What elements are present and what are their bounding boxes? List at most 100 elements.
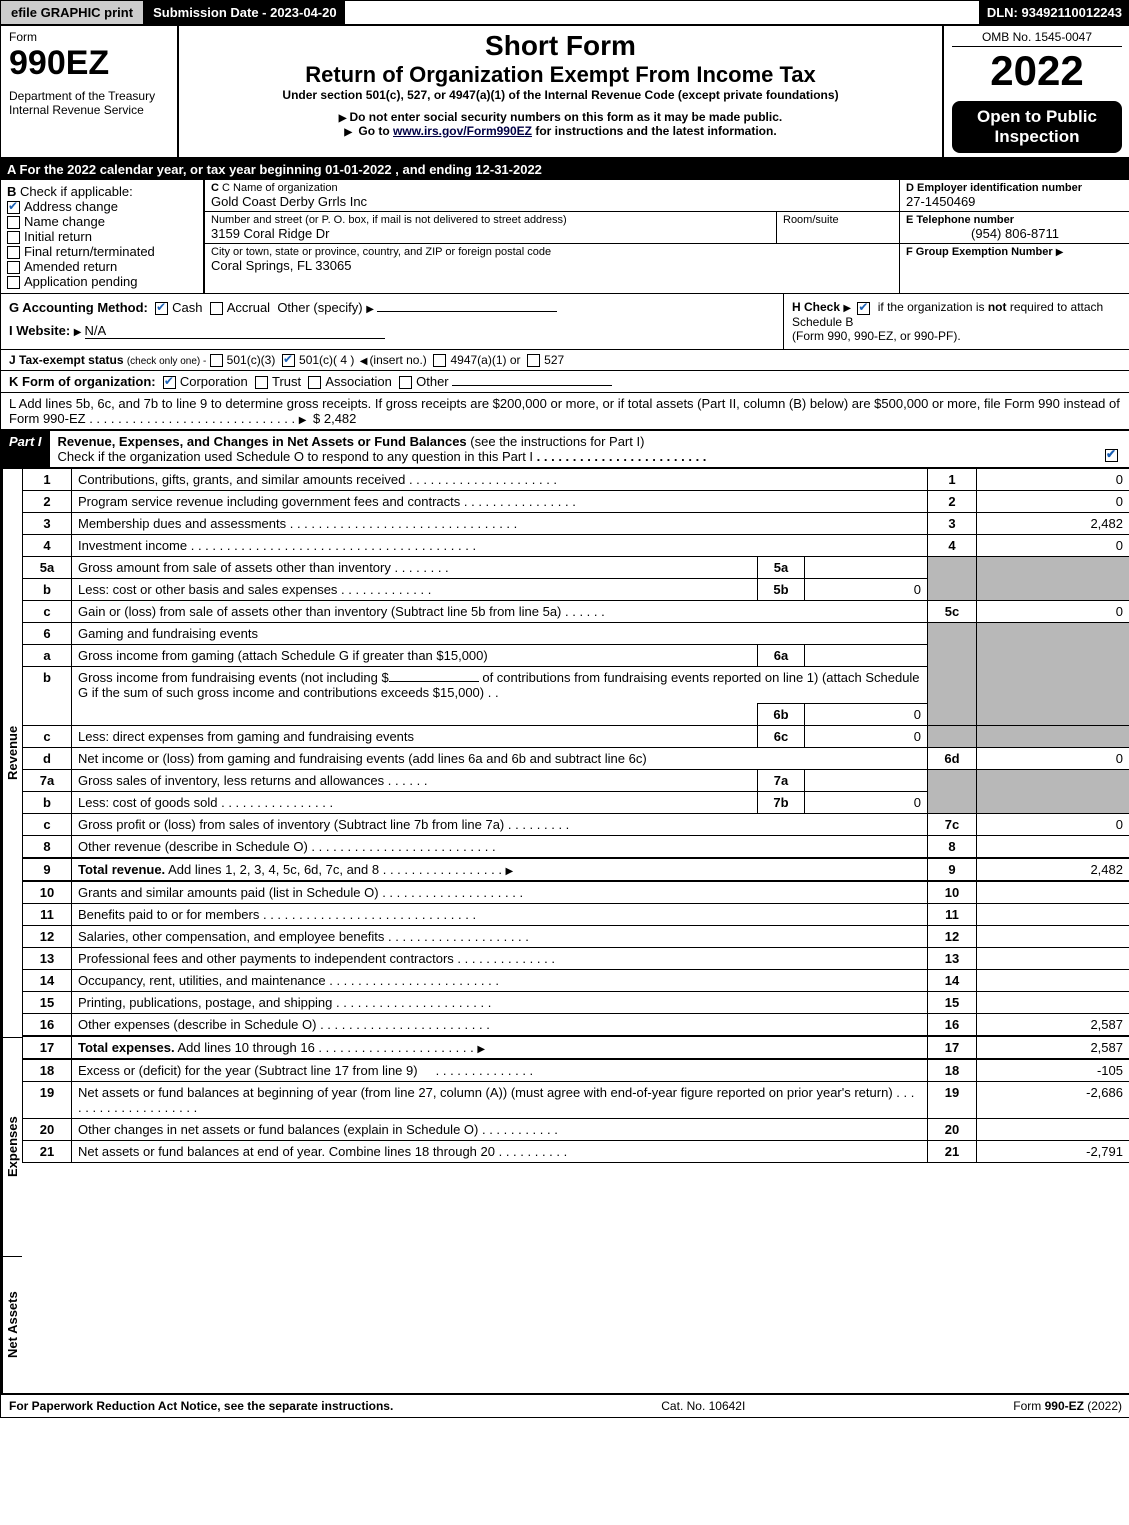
check-applicable-label: Check if applicable:	[20, 184, 133, 199]
line12-value	[977, 926, 1129, 948]
line9-value: 2,482	[977, 858, 1129, 881]
revenue-section-label: Revenue	[1, 468, 22, 1037]
tax-year: 2022	[952, 47, 1122, 95]
other-org-input[interactable]	[452, 385, 612, 386]
line4-value: 0	[977, 535, 1129, 557]
page-footer: For Paperwork Reduction Act Notice, see …	[1, 1393, 1129, 1417]
line6d-value: 0	[977, 748, 1129, 770]
group-exemption: F Group Exemption Number	[900, 244, 1129, 260]
tel-value: (954) 806-8711	[906, 226, 1124, 241]
directive-ssn: Do not enter social security numbers on …	[187, 110, 934, 124]
entity-info-row: B Check if applicable: Address change Na…	[1, 180, 1129, 294]
part1-label: Part I	[1, 431, 50, 467]
ein-value: 27-1450469	[906, 194, 1124, 209]
chk-initial-return[interactable]: Initial return	[7, 229, 197, 244]
expenses-section-label: Expenses	[1, 1037, 22, 1256]
line6c-value: 0	[805, 726, 928, 748]
line5c-value: 0	[977, 601, 1129, 623]
footer-catno: Cat. No. 10642I	[661, 1399, 745, 1413]
directive-link: Go to www.irs.gov/Form990EZ for instruct…	[187, 124, 934, 138]
city-label: City or town, state or province, country…	[211, 246, 893, 258]
main-title: Return of Organization Exempt From Incom…	[187, 62, 934, 88]
part1-table: 1Contributions, gifts, grants, and simil…	[22, 468, 1129, 1163]
line16-value: 2,587	[977, 1014, 1129, 1037]
form-number: 990EZ	[9, 44, 169, 83]
fundraising-amount-input[interactable]	[389, 681, 479, 682]
room-suite-label: Room/suite	[776, 212, 899, 243]
org-name-label: C C Name of organization	[211, 182, 893, 194]
website-value: N/A	[85, 323, 385, 339]
omb-number: OMB No. 1545-0047	[952, 30, 1122, 47]
line7c-value: 0	[977, 814, 1129, 836]
form-word: Form	[9, 30, 169, 44]
arrow-icon	[1056, 246, 1067, 258]
gross-receipts: $ 2,482	[313, 411, 356, 426]
submission-date: Submission Date - 2023-04-20	[145, 1, 345, 24]
chk-name-change[interactable]: Name change	[7, 214, 197, 229]
line13-value	[977, 948, 1129, 970]
subtitle: Under section 501(c), 527, or 4947(a)(1)…	[187, 88, 934, 102]
top-bar: efile GRAPHIC print Submission Date - 20…	[1, 1, 1129, 26]
footer-left: For Paperwork Reduction Act Notice, see …	[9, 1399, 393, 1413]
section-a-calendar: A For the 2022 calendar year, or tax yea…	[1, 159, 1129, 180]
line-k: K Form of organization: Corporation Trus…	[1, 371, 1129, 393]
chk-application-pending[interactable]: Application pending	[7, 274, 197, 289]
form-header: Form 990EZ Department of the Treasury In…	[1, 26, 1129, 159]
other-method-input[interactable]	[377, 311, 557, 312]
line15-value	[977, 992, 1129, 1014]
line7a-value	[805, 770, 928, 792]
section-h: H Check if the organization is not requi…	[783, 294, 1129, 348]
chk-501c[interactable]	[282, 354, 295, 367]
dept-label: Department of the Treasury	[9, 89, 169, 103]
line3-value: 2,482	[977, 513, 1129, 535]
website-label: I Website:	[9, 323, 70, 338]
tel-label: E Telephone number	[906, 214, 1124, 226]
chk-accrual[interactable]	[210, 302, 223, 315]
street-value: 3159 Coral Ridge Dr	[211, 226, 770, 241]
irs-link[interactable]: www.irs.gov/Form990EZ	[393, 124, 532, 138]
line1-value: 0	[977, 469, 1129, 491]
line11-value	[977, 904, 1129, 926]
chk-schedule-o[interactable]	[1105, 449, 1118, 462]
line18-value: -105	[977, 1059, 1129, 1082]
line21-value: -2,791	[977, 1141, 1129, 1163]
part1-header: Part I Revenue, Expenses, and Changes in…	[1, 431, 1129, 468]
line6b-value: 0	[805, 704, 928, 726]
chk-final-return[interactable]: Final return/terminated	[7, 244, 197, 259]
line17-value: 2,587	[977, 1036, 1129, 1059]
line8-value	[977, 836, 1129, 859]
dln-label: DLN: 93492110012243	[979, 1, 1129, 24]
netassets-section-label: Net Assets	[1, 1256, 22, 1393]
chk-address-change[interactable]: Address change	[7, 199, 197, 214]
line7b-value: 0	[805, 792, 928, 814]
short-form-title: Short Form	[187, 30, 934, 62]
line5b-value: 0	[805, 579, 928, 601]
street-label: Number and street (or P. O. box, if mail…	[211, 214, 770, 226]
chk-cash[interactable]	[155, 302, 168, 315]
chk-amended-return[interactable]: Amended return	[7, 259, 197, 274]
line-l: L Add lines 5b, 6c, and 7b to line 9 to …	[1, 393, 1129, 431]
ein-label: D Employer identification number	[906, 182, 1124, 194]
chk-527[interactable]	[527, 354, 540, 367]
chk-501c3[interactable]	[210, 354, 223, 367]
line10-value	[977, 881, 1129, 904]
line14-value	[977, 970, 1129, 992]
chk-association[interactable]	[308, 376, 321, 389]
footer-form: Form 990-EZ (2022)	[1013, 1399, 1122, 1413]
org-name: Gold Coast Derby Grrls Inc	[211, 194, 893, 209]
line20-value	[977, 1119, 1129, 1141]
irs-label: Internal Revenue Service	[9, 103, 169, 117]
line-j: J Tax-exempt status (check only one) - 5…	[1, 350, 1129, 371]
city-value: Coral Springs, FL 33065	[211, 258, 893, 273]
chk-corporation[interactable]	[163, 376, 176, 389]
open-public-badge: Open to Public Inspection	[952, 101, 1122, 153]
line19-value: -2,686	[977, 1082, 1129, 1119]
chk-trust[interactable]	[255, 376, 268, 389]
line5a-value	[805, 557, 928, 579]
line2-value: 0	[977, 491, 1129, 513]
efile-print-label[interactable]: efile GRAPHIC print	[1, 1, 145, 24]
chk-schedule-b[interactable]	[857, 302, 870, 315]
chk-4947[interactable]	[433, 354, 446, 367]
chk-other-org[interactable]	[399, 376, 412, 389]
accounting-method-label: G Accounting Method:	[9, 300, 148, 315]
